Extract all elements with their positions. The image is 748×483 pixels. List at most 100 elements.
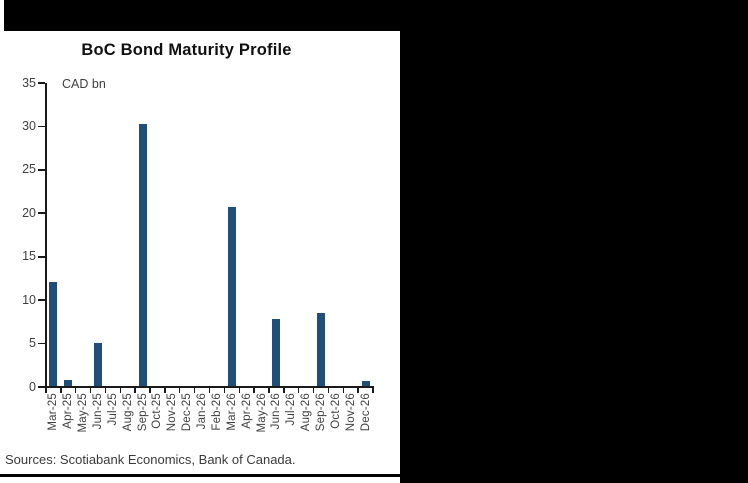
x-axis-tick — [283, 388, 285, 393]
x-axis-tick — [312, 388, 315, 393]
y-axis-line — [45, 83, 47, 387]
y-axis-tick — [38, 169, 45, 171]
x-axis-tick — [327, 388, 330, 393]
x-axis-label-Jun-26: Jun-26 — [269, 393, 283, 434]
y-axis-unit-label: CAD bn — [62, 77, 106, 91]
x-axis-label-Jul-26: Jul-26 — [284, 393, 298, 431]
x-axis-tick — [268, 388, 270, 393]
x-axis-label-Sep-25: Sep-25 — [136, 393, 150, 436]
x-axis-label-text: Jan-26 — [196, 393, 209, 430]
bar-chart-plot-area: 0 5 10 15 20 25 30 35 Mar-25 Apr-25 May-25 Jun-25 Ju… — [0, 31, 400, 474]
x-axis-tick — [253, 388, 255, 393]
x-axis-label-Dec-26: Dec-26 — [359, 393, 373, 436]
bar-Sep-25 — [138, 124, 147, 386]
x-axis-label-text: Dec-26 — [359, 393, 372, 432]
y-axis-tick — [38, 386, 45, 388]
x-axis-label-Jan-26: Jan-26 — [195, 393, 209, 434]
x-axis-label-May-25: May-25 — [76, 393, 90, 438]
y-axis-tick — [38, 342, 45, 345]
bar-Apr-25 — [64, 379, 73, 386]
chart-title: BoC Bond Maturity Profile — [81, 41, 292, 59]
x-axis-label-Aug-25: Aug-25 — [121, 393, 135, 436]
x-axis-label-text: Mar-26 — [225, 393, 238, 431]
black-bottom-rule — [0, 474, 400, 477]
x-axis-label-text: Mar-25 — [47, 393, 60, 431]
black-right-band — [400, 0, 748, 483]
x-axis-tick — [193, 388, 196, 393]
x-axis-label-text: Sep-26 — [314, 393, 327, 432]
y-axis-tick-label: 15 — [22, 249, 36, 264]
bar-Dec-26 — [361, 381, 370, 386]
x-axis-label-Aug-26: Aug-26 — [299, 393, 313, 436]
x-axis-label-text: Nov-26 — [344, 393, 357, 432]
y-axis-tick — [38, 125, 45, 128]
x-axis-label-text: Apr-26 — [240, 393, 253, 429]
y-axis-tick-label: 35 — [22, 75, 36, 90]
x-axis-label-Nov-26: Nov-26 — [344, 393, 358, 436]
x-axis-tick — [372, 388, 374, 393]
x-axis-label-Jun-25: Jun-25 — [91, 393, 105, 434]
bar-Jun-25 — [94, 343, 103, 386]
bar-Sep-26 — [316, 312, 325, 386]
x-axis-label-text: Jun-26 — [270, 393, 283, 430]
x-axis-label-text: May-26 — [255, 393, 268, 433]
x-axis-tick — [119, 388, 121, 393]
x-axis-tick — [164, 388, 166, 393]
x-axis-tick — [60, 388, 62, 393]
y-axis-tick-label: 20 — [22, 205, 36, 220]
bar-Mar-26 — [227, 206, 236, 386]
x-axis-label-text: May-25 — [77, 393, 90, 433]
x-axis-label-Feb-26: Feb-26 — [210, 393, 224, 436]
source-note: Sources: Scotiabank Economics, Bank of C… — [5, 452, 296, 467]
x-axis-label-Mar-25: Mar-25 — [46, 393, 60, 436]
x-axis-tick — [357, 388, 359, 393]
x-axis-tick — [238, 388, 240, 393]
x-axis-label-text: Oct-25 — [151, 393, 164, 429]
x-axis-label-text: Feb-26 — [210, 393, 223, 431]
x-axis-label-Sep-26: Sep-26 — [314, 393, 328, 436]
x-axis-label-text: Oct-26 — [329, 393, 342, 429]
x-axis-label-text: Apr-25 — [62, 393, 75, 429]
x-axis-tick — [223, 388, 226, 393]
x-axis-label-May-26: May-26 — [255, 393, 269, 438]
y-axis-tick — [38, 82, 45, 84]
x-axis-label-Apr-25: Apr-25 — [61, 393, 75, 434]
x-axis-tick — [179, 388, 181, 393]
x-axis-label-Apr-26: Apr-26 — [240, 393, 254, 434]
x-axis-tick — [45, 388, 47, 393]
x-axis-tick — [149, 388, 151, 393]
x-axis-label-text: Jul-25 — [106, 393, 119, 426]
y-axis-tick — [38, 212, 45, 215]
y-axis-tick-label: 0 — [29, 379, 36, 394]
y-axis-tick-label: 5 — [29, 336, 36, 351]
x-axis-label-text: Nov-25 — [166, 393, 179, 432]
y-axis-tick-label: 10 — [22, 292, 36, 307]
x-axis-label-Oct-25: Oct-25 — [150, 393, 164, 434]
x-axis-label-text: Jul-26 — [285, 393, 298, 426]
x-axis-label-text: Dec-25 — [181, 393, 194, 432]
y-axis-tick-label: 30 — [22, 118, 36, 133]
x-axis-label-Dec-25: Dec-25 — [180, 393, 194, 436]
x-axis-label-Jul-25: Jul-25 — [106, 393, 120, 431]
x-axis-label-text: Jun-25 — [92, 393, 105, 430]
x-axis-label-Mar-26: Mar-26 — [225, 393, 239, 436]
x-axis-tick — [342, 388, 344, 393]
bar-Jun-26 — [272, 318, 281, 386]
x-axis-tick — [297, 388, 300, 393]
bar-Mar-25 — [49, 281, 58, 386]
x-axis-label-Oct-26: Oct-26 — [329, 393, 343, 434]
y-axis-tick-label: 25 — [22, 162, 36, 177]
x-axis-label-text: Sep-25 — [136, 393, 149, 432]
x-axis-tick — [75, 388, 77, 393]
y-axis-tick — [38, 255, 45, 258]
y-axis-tick — [38, 299, 45, 301]
chart-panel: BoC Bond Maturity Profile CAD bn 0 5 10 15 2… — [0, 31, 400, 474]
x-axis-tick — [134, 388, 136, 393]
x-axis-label-text: Aug-26 — [300, 393, 313, 432]
x-axis-tick — [89, 388, 92, 393]
x-axis-line — [44, 385, 374, 389]
x-axis-label-text: Aug-25 — [121, 393, 134, 432]
x-axis-tick — [208, 388, 211, 393]
x-axis-tick — [104, 388, 107, 393]
